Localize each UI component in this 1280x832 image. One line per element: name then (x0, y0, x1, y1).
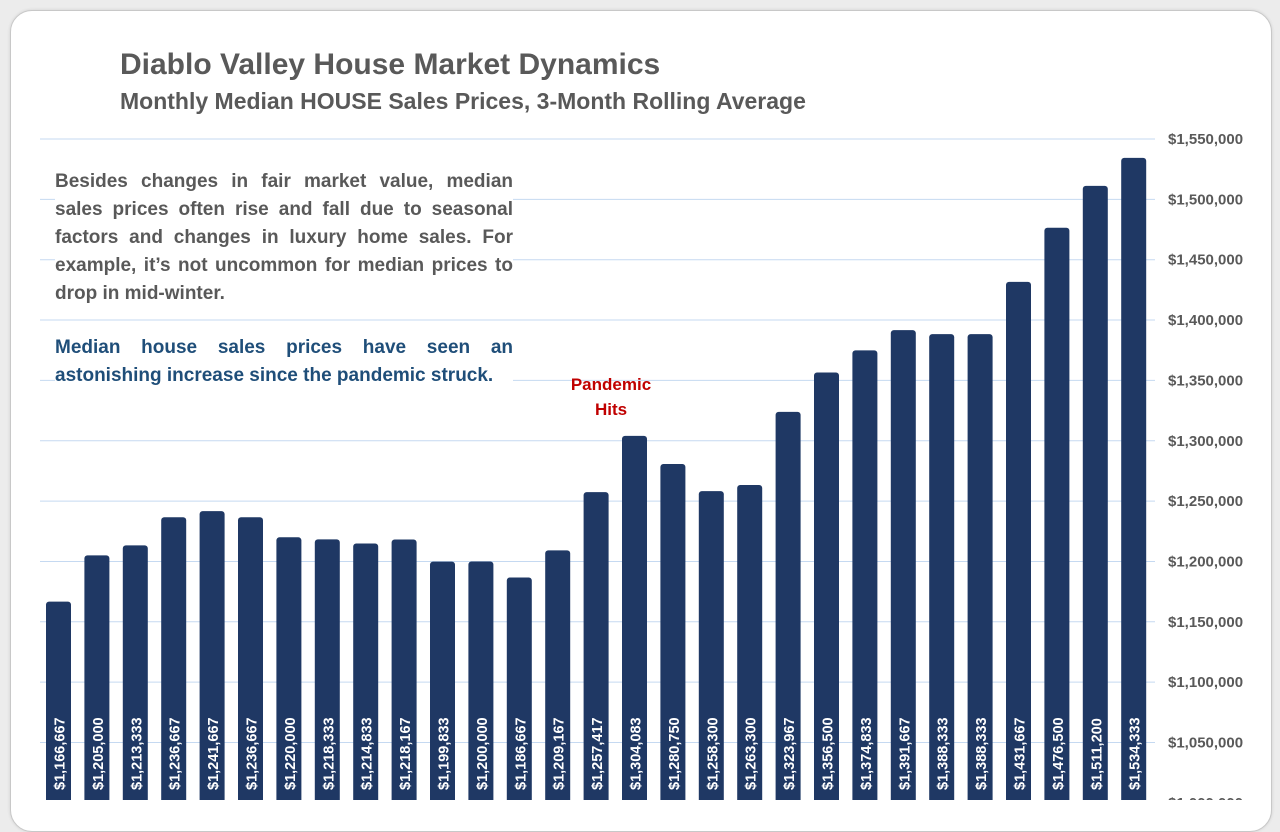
pandemic-annotation-line2: Hits (594, 400, 628, 419)
bar-value-label: $1,199,833 (437, 717, 453, 790)
bar-value-label: $1,304,083 (629, 717, 645, 790)
bar-value-label: $1,213,333 (129, 717, 145, 790)
bar (660, 463, 686, 800)
bar-value-label: $1,374,833 (859, 717, 875, 790)
bar-value-label: $1,511,200 (1089, 718, 1105, 790)
bar-value-label: $1,209,167 (552, 717, 568, 790)
y-tick-label: $1,450,000 (1168, 252, 1243, 269)
bar (391, 539, 417, 800)
bar (622, 435, 647, 800)
bar (353, 543, 379, 800)
bar (814, 372, 839, 800)
bar-value-label: $1,388,333 (974, 717, 990, 790)
chart-subtitle: Monthly Median HOUSE Sales Prices, 3-Mon… (120, 88, 806, 114)
bar-value-label: $1,205,000 (91, 717, 107, 790)
bar (698, 491, 724, 800)
y-tick-label: $1,150,000 (1168, 614, 1243, 631)
note-seasonal-factors: Besides changes in fair market value, me… (55, 168, 513, 308)
y-tick-label: $1,200,000 (1168, 553, 1243, 570)
bar (199, 511, 225, 800)
bar (583, 492, 609, 800)
y-tick-label: $1,350,000 (1168, 372, 1243, 389)
y-tick-label: $1,050,000 (1168, 735, 1243, 752)
bar (775, 411, 801, 800)
bar (737, 485, 763, 800)
bar-value-label: $1,218,333 (321, 717, 337, 790)
bar (276, 537, 302, 800)
bar (314, 539, 340, 800)
bar-value-label: $1,534,333 (1128, 717, 1144, 790)
bar-value-label: $1,431,667 (1013, 717, 1029, 790)
bar (84, 555, 110, 800)
bar-value-labels: $1,166,667 $1,205,000 $1,213,333 $1,236,667… (53, 717, 1144, 790)
y-tick-label: $1,100,000 (1168, 674, 1243, 691)
bar-value-label: $1,236,667 (245, 717, 261, 790)
bar-value-label: $1,391,667 (897, 717, 913, 790)
bar (238, 517, 263, 800)
bar-value-label: $1,214,833 (360, 717, 376, 790)
bars (46, 157, 1147, 800)
bar-value-label: $1,263,300 (744, 717, 760, 790)
bar-value-label: $1,220,000 (283, 717, 299, 790)
y-tick-label: $1,500,000 (1168, 191, 1243, 208)
bar (545, 550, 571, 800)
bar-value-label: $1,280,750 (667, 717, 683, 790)
bar-value-label: $1,258,300 (705, 717, 721, 790)
bar-value-label: $1,200,000 (475, 717, 491, 790)
bar (929, 334, 955, 800)
bar (1006, 281, 1031, 800)
bar (967, 334, 993, 800)
bar-value-label: $1,241,667 (206, 717, 222, 790)
bar (468, 561, 494, 800)
bar (506, 577, 532, 800)
bar-value-label: $1,257,417 (590, 717, 606, 790)
y-tick-label: $1,300,000 (1168, 433, 1243, 450)
bar (122, 545, 148, 800)
bar-value-label: $1,186,667 (513, 717, 529, 790)
chart-title: Diablo Valley House Market Dynamics (120, 48, 661, 81)
bar-value-label: $1,356,500 (821, 717, 837, 790)
pandemic-annotation-line1: Pandemic (570, 375, 652, 394)
bar-value-label: $1,236,667 (168, 717, 184, 790)
bar (161, 517, 187, 800)
bar (1121, 157, 1147, 800)
bar (1044, 227, 1070, 800)
bar (852, 350, 878, 800)
pandemic-annotation: Pandemic Hits (556, 372, 666, 422)
bar (890, 330, 916, 800)
bar-value-label: $1,323,967 (782, 717, 798, 790)
bar (430, 561, 455, 800)
bar-value-label: $1,218,167 (398, 717, 414, 790)
y-tick-label: $1,000,000 (1168, 795, 1243, 800)
bar (1082, 185, 1108, 800)
note-pandemic-increase: Median house sales prices have seen an a… (55, 334, 513, 390)
bar-value-label: $1,166,667 (53, 717, 69, 790)
bar-value-label: $1,476,500 (1051, 717, 1067, 790)
y-axis-labels: $1,000,000 $1,050,000 $1,100,000 $1,150,000… (1168, 131, 1243, 800)
y-tick-label: $1,250,000 (1168, 493, 1243, 510)
y-tick-label: $1,550,000 (1168, 131, 1243, 148)
bar-value-label: $1,388,333 (936, 717, 952, 790)
y-tick-label: $1,400,000 (1168, 312, 1243, 329)
bar (46, 601, 71, 800)
